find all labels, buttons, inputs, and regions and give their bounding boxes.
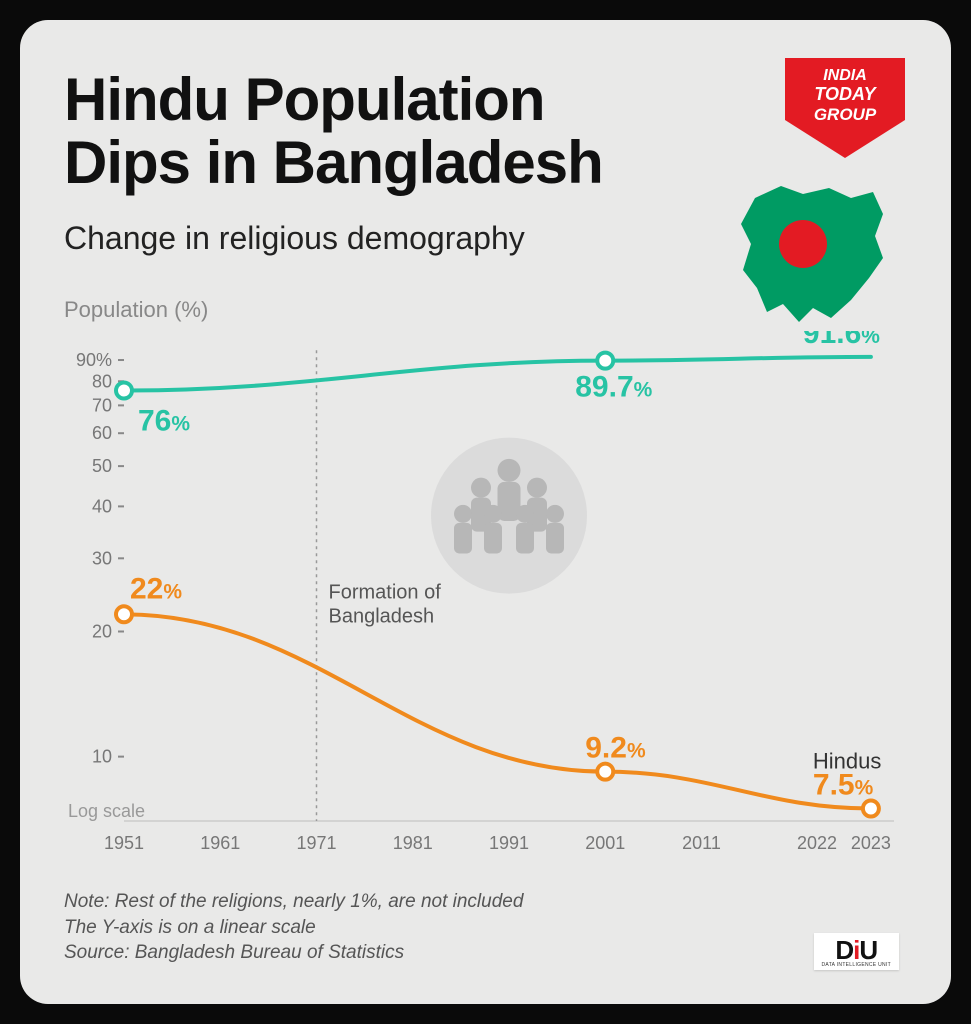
svg-text:70: 70 (92, 395, 112, 415)
svg-text:Bangladesh: Bangladesh (329, 606, 435, 628)
headline-l1: Hindu Population (64, 66, 545, 133)
svg-text:76%: 76% (138, 405, 190, 438)
svg-text:Log scale: Log scale (68, 801, 145, 821)
svg-text:10: 10 (92, 747, 112, 767)
svg-text:30: 30 (92, 548, 112, 568)
svg-text:1951: 1951 (104, 833, 144, 853)
svg-text:2011: 2011 (682, 833, 721, 853)
svg-text:91.6%: 91.6% (803, 331, 880, 350)
headline-l2: Dips in Bangladesh (64, 129, 603, 196)
svg-text:1971: 1971 (296, 833, 336, 853)
note-2: The Y-axis is on a linear scale (64, 915, 907, 941)
note-3: Source: Bangladesh Bureau of Statistics (64, 940, 907, 966)
svg-text:80: 80 (92, 371, 112, 391)
svg-text:2001: 2001 (585, 833, 625, 853)
svg-text:20: 20 (92, 622, 112, 642)
diu-sub: DATA INTELLIGENCE UNIT (822, 962, 891, 968)
svg-text:1991: 1991 (489, 833, 529, 853)
headline: Hindu Population Dips in Bangladesh (64, 68, 907, 194)
svg-text:60: 60 (92, 423, 112, 443)
svg-text:9.2%: 9.2% (585, 732, 646, 765)
svg-text:1961: 1961 (200, 833, 240, 853)
infographic-card: INDIA TODAY GROUP Hindu Population Dips … (20, 20, 951, 1004)
svg-text:2022: 2022 (797, 833, 837, 853)
svg-text:Formation of: Formation of (329, 582, 442, 604)
footnotes: Note: Rest of the religions, nearly 1%, … (64, 889, 907, 966)
brand-badge: INDIA TODAY GROUP (785, 58, 905, 158)
diu-logo: DiU DATA INTELLIGENCE UNIT (814, 933, 899, 970)
note-1: Note: Rest of the religions, nearly 1%, … (64, 889, 907, 915)
brand-line3: GROUP (814, 105, 877, 124)
svg-text:89.7%: 89.7% (575, 371, 652, 404)
svg-text:2023: 2023 (851, 833, 891, 853)
bangladesh-map-icon (733, 180, 893, 330)
chart: 10 20 30 40 50 60 70 8090% 1951 1961 1971 1981 1991 2… (64, 331, 904, 871)
svg-text:90%: 90% (76, 350, 112, 370)
svg-text:22%: 22% (130, 572, 182, 605)
diu-text: DiU (822, 939, 891, 962)
svg-text:50: 50 (92, 456, 112, 476)
svg-text:40: 40 (92, 496, 112, 516)
brand-line2: TODAY (814, 84, 877, 104)
svg-text:1981: 1981 (393, 833, 433, 853)
brand-line1: INDIA (823, 67, 867, 84)
